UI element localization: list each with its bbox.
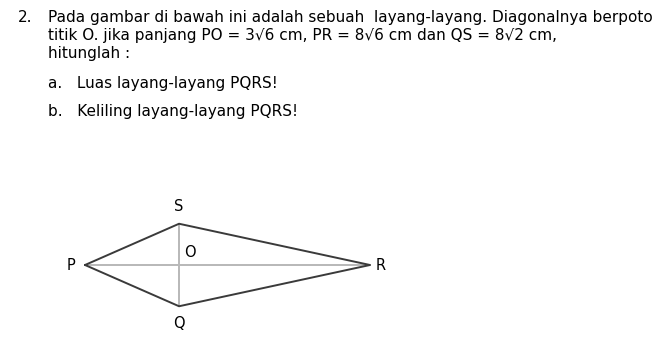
Text: P: P	[67, 258, 75, 273]
Text: a.   Luas layang-layang PQRS!: a. Luas layang-layang PQRS!	[48, 76, 278, 91]
Text: b.   Keliling layang-layang PQRS!: b. Keliling layang-layang PQRS!	[48, 104, 298, 119]
Text: 2.: 2.	[18, 10, 33, 25]
Text: hitunglah :: hitunglah :	[48, 46, 130, 61]
Text: titik O. jika panjang PO = 3√6 cm, PR = 8√6 cm dan QS = 8√2 cm,: titik O. jika panjang PO = 3√6 cm, PR = …	[48, 28, 557, 43]
Text: Q: Q	[173, 316, 185, 331]
Text: Pada gambar di bawah ini adalah sebuah  layang-layang. Diagonalnya berpotongan d: Pada gambar di bawah ini adalah sebuah l…	[48, 10, 652, 25]
Text: S: S	[174, 199, 184, 214]
Text: R: R	[376, 258, 386, 273]
Text: O: O	[184, 245, 196, 260]
